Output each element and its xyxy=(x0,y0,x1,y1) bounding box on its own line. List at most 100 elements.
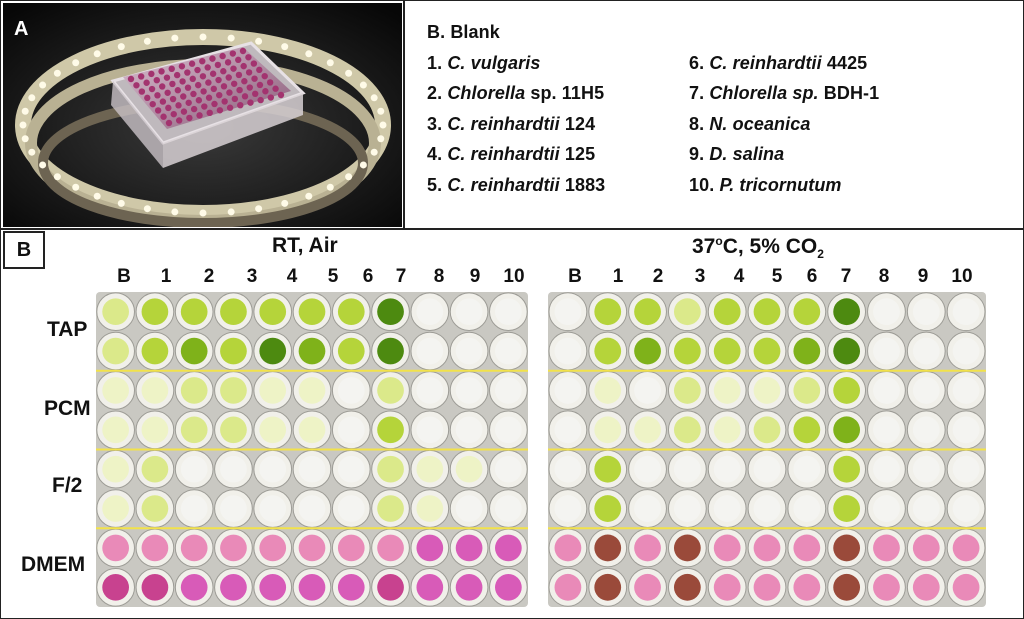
condition-title-37c-co2: 37oC, 5% CO2 xyxy=(692,234,824,262)
well-culture xyxy=(180,377,208,404)
well-culture xyxy=(141,534,169,562)
well-culture xyxy=(455,416,483,444)
well-culture xyxy=(833,377,861,404)
well-culture xyxy=(912,416,940,444)
well-culture xyxy=(713,534,741,562)
well-culture xyxy=(713,573,741,601)
well-culture xyxy=(259,377,287,404)
well-culture xyxy=(673,416,701,444)
well-culture xyxy=(337,377,365,404)
well-culture xyxy=(912,573,940,601)
well-culture xyxy=(912,298,940,326)
column-label: B xyxy=(117,266,131,287)
well-culture xyxy=(259,495,287,522)
column-label: 1 xyxy=(160,266,172,287)
column-label: 3 xyxy=(246,266,258,287)
well-culture xyxy=(455,534,483,562)
legend-item: 7. Chlorella sp. BDH-1 xyxy=(689,83,880,103)
legend-item: 9. D. salina xyxy=(689,144,785,164)
well-culture xyxy=(873,298,900,326)
well-culture xyxy=(952,377,980,404)
well-culture xyxy=(102,495,129,522)
well-culture xyxy=(377,495,404,522)
well-culture xyxy=(416,573,444,601)
well-culture xyxy=(952,455,980,483)
column-label: 6 xyxy=(362,266,374,287)
well-culture xyxy=(594,298,622,326)
well-culture xyxy=(634,377,661,404)
well-culture xyxy=(298,298,326,326)
well-culture xyxy=(495,495,522,522)
well-culture xyxy=(793,455,821,483)
well-culture xyxy=(416,377,444,404)
well-culture xyxy=(713,495,741,522)
well-culture xyxy=(337,298,365,326)
legend-item: 3. C. reinhardtii 124 xyxy=(427,113,596,134)
column-label: 4 xyxy=(286,266,298,287)
well-culture xyxy=(793,573,821,601)
well-culture xyxy=(180,416,208,444)
well-culture xyxy=(753,573,781,601)
well-culture xyxy=(220,495,247,522)
well-culture xyxy=(180,495,208,522)
well-culture xyxy=(952,416,980,444)
column-label: 8 xyxy=(878,266,890,287)
well-culture xyxy=(594,416,622,444)
well-culture xyxy=(833,416,861,444)
well-culture xyxy=(912,455,940,483)
legend-item: 1. C. vulgaris xyxy=(427,52,541,73)
well-culture xyxy=(713,416,741,444)
well-culture xyxy=(873,377,900,404)
well-culture xyxy=(220,337,247,365)
column-label: 5 xyxy=(327,266,339,287)
well-culture xyxy=(259,534,287,562)
well-culture xyxy=(873,337,900,365)
well-culture xyxy=(873,416,900,444)
well-culture xyxy=(259,573,287,601)
well-culture xyxy=(259,298,287,326)
well-culture xyxy=(952,573,980,601)
well-culture xyxy=(141,416,169,444)
legend-item: 6. C. reinhardtii 4425 xyxy=(689,52,868,73)
well-culture xyxy=(416,495,444,522)
well-culture xyxy=(793,495,821,522)
column-label: 3 xyxy=(694,266,706,287)
well-culture xyxy=(673,455,701,483)
well-culture xyxy=(833,573,861,601)
well-culture xyxy=(180,298,208,326)
well-culture xyxy=(220,377,247,404)
well-culture xyxy=(713,337,741,365)
well-culture xyxy=(180,534,208,562)
well-culture xyxy=(298,534,326,562)
well-culture xyxy=(298,337,326,365)
well-culture xyxy=(455,573,483,601)
well-culture xyxy=(102,534,129,562)
column-label: 1 xyxy=(612,266,624,287)
well-culture xyxy=(793,337,821,365)
panel-a-label: A xyxy=(14,18,29,40)
well-culture xyxy=(594,455,622,483)
condition-title-rt-air: RT, Air xyxy=(272,234,338,257)
well-culture xyxy=(952,298,980,326)
column-label: 10 xyxy=(503,266,525,287)
column-label: 5 xyxy=(771,266,783,287)
well-culture xyxy=(495,298,522,326)
column-label: 8 xyxy=(433,266,445,287)
well-culture xyxy=(141,298,169,326)
well-culture xyxy=(753,416,781,444)
media-label: TAP xyxy=(47,318,88,341)
well-culture xyxy=(833,455,861,483)
well-culture xyxy=(634,495,661,522)
plate-rt-air xyxy=(96,292,528,607)
well-culture xyxy=(220,455,247,483)
well-culture xyxy=(102,416,129,444)
well-culture xyxy=(259,416,287,444)
well-culture xyxy=(673,534,701,562)
media-label: F/2 xyxy=(52,474,83,497)
panel-divider-vertical xyxy=(403,0,405,229)
well-culture xyxy=(713,377,741,404)
well-culture xyxy=(952,495,980,522)
legend-item: 5. C. reinhardtii 1883 xyxy=(427,174,606,195)
well-culture xyxy=(102,298,129,326)
well-culture xyxy=(455,455,483,483)
